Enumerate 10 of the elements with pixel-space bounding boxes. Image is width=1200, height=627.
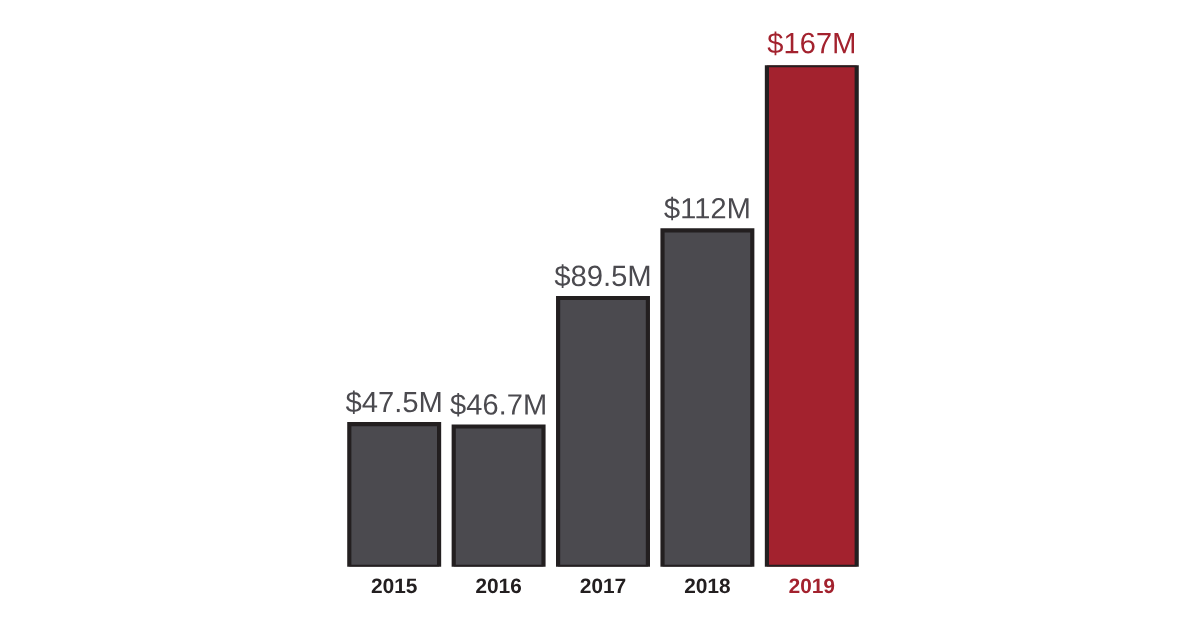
data-label: $112M	[664, 196, 749, 221]
data-label: $46.7M	[450, 392, 545, 417]
data-label: $89.5M	[554, 264, 650, 288]
x-tick-label: 2017	[580, 578, 626, 594]
x-tick-label: 2019	[789, 578, 835, 594]
x-tick-label: 2016	[476, 578, 522, 594]
data-label: $47.5M	[345, 390, 441, 415]
data-label: $167M	[767, 31, 854, 56]
x-tick-label: 2018	[684, 578, 730, 594]
x-tick-label: 2015	[371, 578, 417, 594]
